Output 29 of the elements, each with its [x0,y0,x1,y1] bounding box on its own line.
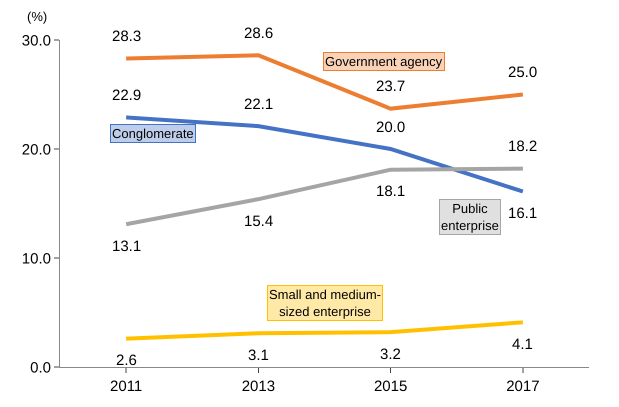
y-tick-label: 30.0 [22,32,51,50]
text: Public enterprise [441,201,499,233]
data-label: 3.2 [380,346,401,363]
data-label: 18.1 [376,183,406,200]
data-label: 13.1 [112,238,142,255]
data-label: 16.1 [508,205,538,222]
y-tick-label: 10.0 [22,250,51,268]
data-label: 2.6 [116,352,137,369]
x-tick-label: 2011 [110,378,142,395]
data-label: 15.4 [244,213,274,230]
y-tick-label: 0.0 [30,359,51,376]
series-label: Government agency [325,54,443,69]
data-label: 18.2 [508,138,538,155]
data-label: 25.0 [508,64,538,81]
data-label: 23.7 [376,78,406,95]
data-label: 28.3 [112,28,142,45]
data-label: 28.6 [244,25,274,42]
data-label: 20.0 [376,119,406,136]
series-label: Small and medium- sized enterprise [269,287,381,319]
series-label: Conglomerate [112,126,194,141]
y-axis-title: (%) [27,9,48,24]
data-label: 22.1 [244,96,274,113]
data-label: 3.1 [248,347,269,364]
x-tick-label: 2015 [374,378,408,395]
x-tick-label: 2013 [242,378,276,395]
y-tick-label: 20.0 [22,141,51,158]
data-label: 4.1 [512,336,533,353]
x-tick-label: 2017 [506,378,540,395]
data-label: 22.9 [112,87,142,104]
